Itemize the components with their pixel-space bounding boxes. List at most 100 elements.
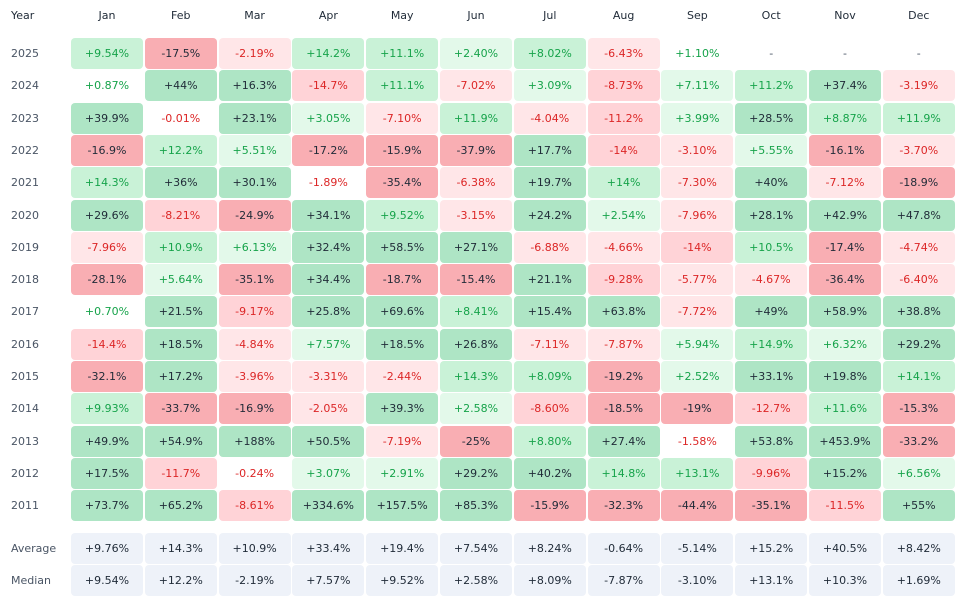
heatmap-cell: -7.72% [661, 296, 734, 328]
heatmap-cell: +49.9% [71, 425, 143, 457]
summary-cell: +2.58% [440, 565, 512, 596]
summary-cell: +19.4% [366, 533, 439, 564]
heatmap-cell: +2.54% [587, 199, 660, 231]
heatmap-cell: +26.8% [440, 328, 512, 360]
heatmap-cell: +34.4% [292, 264, 365, 296]
heatmap-cell: +11.9% [882, 102, 955, 134]
month-header-aug: Aug [612, 9, 635, 22]
heatmap-cell: -8.73% [587, 70, 660, 102]
heatmap-cell: -32.1% [71, 361, 143, 392]
heatmap-cell: +2.91% [366, 457, 439, 489]
year-label-2024: 2024 [11, 79, 39, 93]
heatmap-cell: -7.96% [661, 199, 734, 231]
summary-cell: -7.87% [587, 565, 660, 596]
heatmap-cell: +23.1% [218, 102, 291, 134]
heatmap-cell: +69.6% [366, 296, 439, 328]
summary-cell: +12.2% [144, 565, 217, 596]
heatmap-cell: +39.3% [366, 393, 439, 425]
summary-cell: +9.54% [71, 565, 143, 596]
heatmap-cell: +53.8% [735, 425, 808, 457]
heatmap-cell: +7.11% [661, 70, 734, 102]
heatmap-cell: -9.28% [587, 264, 660, 296]
heatmap-cell: -3.70% [882, 134, 955, 166]
heatmap-cell: -7.30% [661, 167, 734, 199]
heatmap-cell: +5.94% [661, 328, 734, 360]
heatmap-cell: +11.1% [366, 38, 439, 69]
heatmap-cell: +49% [735, 296, 808, 328]
heatmap-cell: +63.8% [587, 296, 660, 328]
heatmap-cell: -8.61% [218, 490, 291, 522]
heatmap-cell: -8.21% [144, 199, 217, 231]
heatmap-cell: -7.12% [809, 167, 881, 199]
heatmap-cell: -14.7% [292, 70, 365, 102]
heatmap-cell: - [735, 38, 808, 69]
heatmap-cell: -3.96% [218, 361, 291, 392]
summary-cell: +14.3% [144, 533, 217, 564]
heatmap-cell: +14.8% [587, 457, 660, 489]
heatmap-cell: -3.10% [661, 134, 734, 166]
heatmap-cell: +8.87% [809, 102, 881, 134]
heatmap-cell: -0.01% [144, 102, 217, 134]
summary-label-average: Average [11, 542, 57, 555]
year-column-header: Year [11, 9, 35, 22]
year-label-2019: 2019 [11, 240, 39, 254]
heatmap-cell: -3.15% [440, 199, 512, 231]
heatmap-cell: +47.8% [882, 199, 955, 231]
month-header-jan: Jan [98, 9, 116, 22]
heatmap-cell: +14.3% [440, 361, 512, 392]
heatmap-cell: +7.57% [292, 328, 365, 360]
heatmap-cell: +2.40% [440, 38, 512, 69]
heatmap-cell: -12.7% [735, 393, 808, 425]
heatmap-cell: -16.1% [809, 134, 881, 166]
heatmap-cell: +25.8% [292, 296, 365, 328]
year-label-2017: 2017 [11, 305, 39, 319]
heatmap-cell: -1.58% [661, 425, 734, 457]
heatmap-cell: -17.4% [809, 231, 881, 263]
heatmap-cell: -6.38% [440, 167, 512, 199]
month-header-mar: Mar [244, 9, 265, 22]
heatmap-cell: +2.58% [440, 393, 512, 425]
heatmap-cell: +29.2% [882, 328, 955, 360]
heatmap-cell: -18.5% [587, 393, 660, 425]
summary-cell: +9.76% [71, 533, 143, 564]
heatmap-cell: +17.7% [513, 134, 586, 166]
summary-cell: -0.64% [587, 533, 660, 564]
heatmap-cell: +5.55% [735, 134, 808, 166]
heatmap-cell: +19.7% [513, 167, 586, 199]
heatmap-cell: +14% [587, 167, 660, 199]
heatmap-cell: -4.04% [513, 102, 586, 134]
year-label-2020: 2020 [11, 208, 39, 222]
heatmap-cell: -6.88% [513, 231, 586, 263]
heatmap-cell: +28.1% [735, 199, 808, 231]
heatmap-cell: +14.9% [735, 328, 808, 360]
heatmap-cell: -4.84% [218, 328, 291, 360]
heatmap-cell: -7.96% [71, 231, 143, 263]
heatmap-cell: -8.60% [513, 393, 586, 425]
heatmap-cell: +0.87% [71, 70, 143, 102]
heatmap-cell: +11.9% [440, 102, 512, 134]
heatmap-cell: -2.44% [366, 361, 439, 392]
heatmap-cell: -15.9% [513, 490, 586, 522]
year-label-2025: 2025 [11, 47, 39, 60]
heatmap-cell: +11.1% [366, 70, 439, 102]
month-header-oct: Oct [761, 9, 781, 22]
heatmap-cell: -7.10% [366, 102, 439, 134]
heatmap-cell: +6.32% [809, 328, 881, 360]
heatmap-cell: -18.9% [882, 167, 955, 199]
summary-cell: +8.09% [513, 565, 586, 596]
month-header-jul: Jul [543, 9, 557, 22]
heatmap-cell: +24.2% [513, 199, 586, 231]
heatmap-cell: -32.3% [587, 490, 660, 522]
heatmap-cell: +3.07% [292, 457, 365, 489]
heatmap-cell: -7.19% [366, 425, 439, 457]
heatmap-cell: -17.5% [144, 38, 217, 69]
heatmap-cell: +14.1% [882, 361, 955, 392]
heatmap-cell: +40% [735, 167, 808, 199]
heatmap-cell: +29.6% [71, 199, 143, 231]
heatmap-cell: +58.9% [809, 296, 881, 328]
heatmap-cell: +15.2% [809, 457, 881, 489]
summary-cell: +13.1% [735, 565, 808, 596]
year-label-2013: 2013 [11, 434, 39, 448]
heatmap-cell: +8.41% [440, 296, 512, 328]
heatmap-cell: +5.51% [218, 134, 291, 166]
